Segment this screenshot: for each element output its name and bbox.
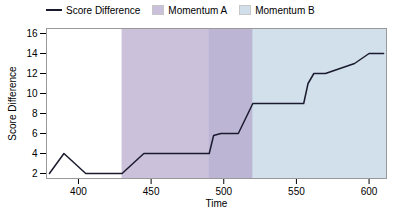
svg-text:10: 10 <box>26 88 38 99</box>
svg-text:2: 2 <box>32 168 38 179</box>
svg-text:Time: Time <box>206 198 228 209</box>
svg-text:500: 500 <box>215 186 232 197</box>
html-text:Momentum A: Momentum A <box>168 4 228 16</box>
html-text:Momentum B: Momentum B <box>255 4 315 16</box>
html-text:Score Difference: Score Difference <box>66 4 141 16</box>
svg-text:16: 16 <box>26 28 38 39</box>
svg-text:4: 4 <box>32 148 38 159</box>
svg-text:Score Difference: Score Difference <box>7 66 18 141</box>
svg-text:600: 600 <box>361 186 378 197</box>
svg-text:14: 14 <box>26 48 38 59</box>
svg-text:450: 450 <box>143 186 160 197</box>
svg-text:8: 8 <box>32 108 38 119</box>
svg-text:6: 6 <box>32 128 38 139</box>
svg-text:400: 400 <box>70 186 87 197</box>
svg-text:12: 12 <box>26 68 38 79</box>
svg-text:550: 550 <box>288 186 305 197</box>
